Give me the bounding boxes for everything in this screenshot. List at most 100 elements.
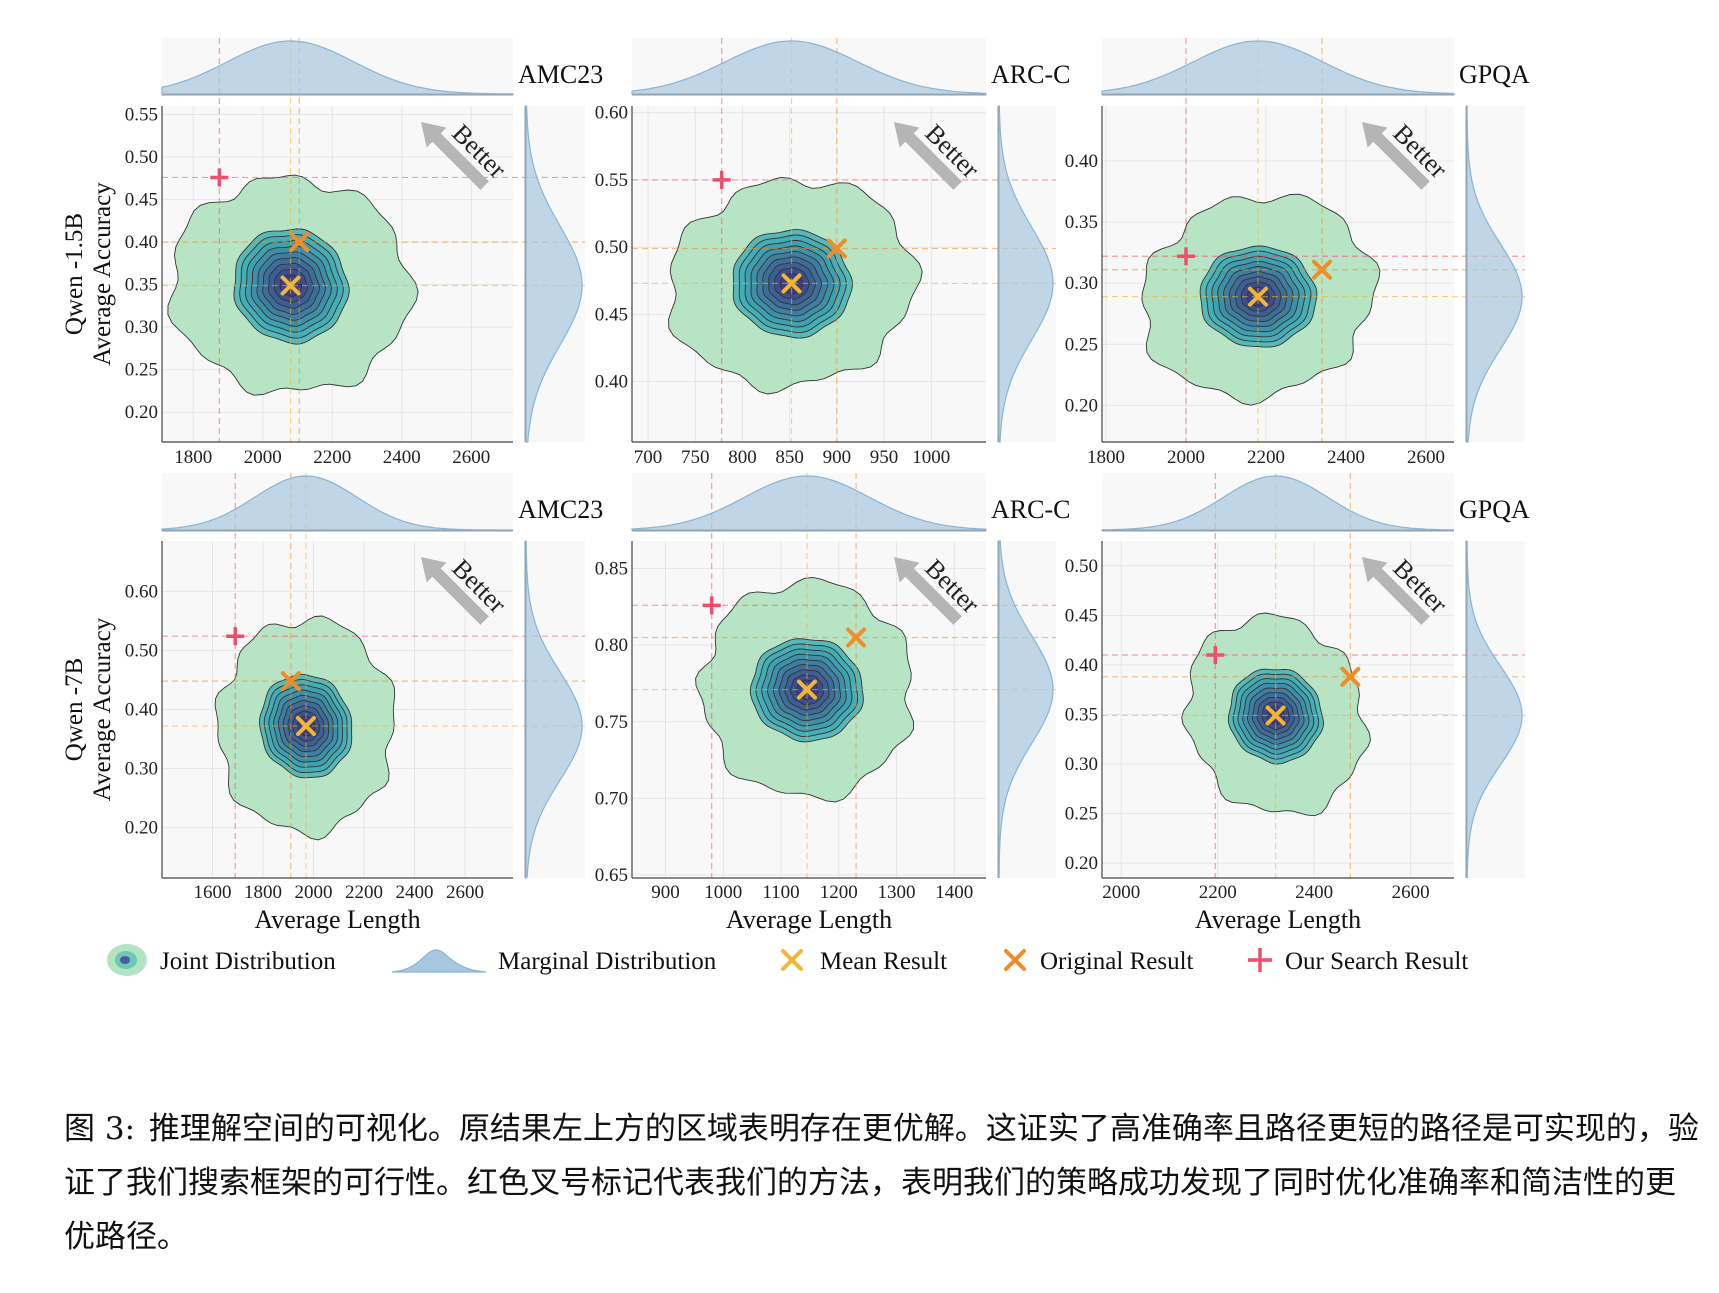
- x-tick-label: 850: [775, 447, 804, 468]
- y-tick-label: 0.50: [595, 237, 628, 258]
- y-tick-label: 0.40: [125, 700, 158, 721]
- dataset-title: AMC23: [518, 495, 603, 524]
- original-result-marker: [826, 238, 847, 259]
- y-tick-label: 0.50: [125, 147, 158, 168]
- y-axis-label: Average Accuracy: [89, 617, 116, 801]
- original-result-marker: [280, 671, 301, 692]
- y-tick-label: 0.25: [1065, 334, 1098, 355]
- y-tick-label: 0.40: [125, 232, 158, 253]
- x-tick-label: 2600: [1392, 882, 1430, 903]
- search-result-marker: [702, 596, 721, 615]
- legend-original-icon: [1004, 949, 1026, 971]
- panel-amc23-7b: 1600 1800 2000 2200 2400 2600 0.20 0.30 0.40 0.50…: [61, 473, 603, 934]
- arrow-shape: [894, 557, 962, 625]
- legend-mean-icon: [781, 949, 803, 971]
- arrow-shape: [1362, 122, 1430, 190]
- y-tick-label: 0.40: [1065, 151, 1098, 172]
- y-tick-label: 0.55: [125, 105, 158, 126]
- original-result-marker: [846, 627, 867, 648]
- mean-result-marker: [280, 275, 301, 296]
- top-marginal-density: [1101, 475, 1455, 531]
- figure: 1800 2000 2200 2400 2600 0.20 0.25 0.30 0.35 0.40…: [61, 38, 1530, 976]
- original-result-marker: [1312, 259, 1332, 280]
- legend-joint-icon: [107, 944, 147, 976]
- x-tick-label: 2600: [1407, 447, 1445, 468]
- y-tick-label: 0.20: [125, 818, 158, 839]
- arrow-shape: [894, 122, 962, 190]
- y-tick-label: 0.30: [1065, 754, 1098, 775]
- x-tick-label: 1000: [704, 882, 742, 903]
- y-tick-label: 0.45: [1065, 605, 1098, 626]
- x-tick-label: 1800: [1087, 447, 1125, 468]
- y-tick-label: 0.45: [125, 190, 158, 211]
- y-tick-label: 0.50: [1065, 556, 1098, 577]
- search-result-marker: [210, 168, 229, 187]
- x-tick-label: 2600: [452, 447, 490, 468]
- x-tick-label: 1300: [877, 882, 915, 903]
- search-result-marker: [1177, 247, 1195, 266]
- panel-amc23-1-5b: 1800 2000 2200 2400 2600 0.20 0.25 0.30 0.35 0.40…: [61, 38, 603, 468]
- right-marginal-density: [998, 540, 1054, 879]
- x-tick-label: 2000: [244, 447, 282, 468]
- x-tick-label: 1200: [820, 882, 858, 903]
- x-axis-label: Average Length: [1195, 905, 1361, 934]
- y-tick-label: 0.25: [1065, 804, 1098, 825]
- dataset-title: ARC-C: [991, 60, 1070, 89]
- x-tick-label: 1800: [174, 447, 212, 468]
- top-marginal-density: [631, 40, 987, 95]
- legend-search-label: Our Search Result: [1285, 948, 1468, 975]
- right-marginal-density: [998, 105, 1054, 443]
- x-tick-label: 2000: [1167, 447, 1205, 468]
- right-marginal-density: [1466, 105, 1523, 443]
- search-result-marker: [226, 627, 245, 646]
- legend-original-label: Original Result: [1040, 948, 1194, 975]
- y-tick-label: 0.30: [125, 317, 158, 338]
- caption-text: 推理解空间的可视化。原结果左上方的区域表明存在更优解。这证实了高准确率且路径更短…: [64, 1111, 1699, 1255]
- original-result-marker: [289, 232, 310, 253]
- x-tick-label: 2400: [383, 447, 421, 468]
- y-tick-label: 0.40: [595, 372, 628, 393]
- arrow-shape: [421, 122, 489, 190]
- top-marginal-density: [631, 475, 987, 531]
- x-tick-label: 2200: [345, 882, 383, 903]
- y-tick-label: 0.40: [1065, 655, 1098, 676]
- dataset-title: ARC-C: [991, 495, 1070, 524]
- x-tick-label: 950: [870, 447, 899, 468]
- x-tick-label: 1800: [244, 882, 282, 903]
- x-tick-label: 900: [651, 882, 680, 903]
- y-tick-label: 0.35: [125, 275, 158, 296]
- y-tick-label: 0.65: [595, 865, 628, 886]
- x-tick-label: 700: [634, 447, 663, 468]
- y-tick-label: 0.60: [125, 581, 158, 602]
- contour-group: [1181, 612, 1371, 817]
- panel-gpqa-7b: 2000 2200 2400 2600 0.20 0.25 0.30 0.35 0.40 0.45…: [1065, 473, 1530, 934]
- search-result-marker: [1206, 645, 1225, 664]
- x-tick-label: 2200: [1199, 882, 1237, 903]
- x-tick-label: 2400: [396, 882, 434, 903]
- x-tick-label: 2400: [1295, 882, 1333, 903]
- right-marginal-density: [525, 540, 583, 880]
- x-tick-label: 2200: [1247, 447, 1285, 468]
- arrow-shape: [421, 557, 489, 625]
- y-tick-label: 0.45: [595, 304, 628, 325]
- panel-arc-c-7b: 900 1000 1100 1200 1300 1400 0.65 0.70 0.75 0.80 0…: [595, 473, 1070, 934]
- legend-marginal-icon: [391, 949, 487, 973]
- x-tick-label: 1000: [912, 447, 950, 468]
- contour-group: [1141, 193, 1381, 406]
- panel-arc-c-1-5b: 700 750 800 850 900 950 1000 0.40 0.45 0.50 0.55 0.…: [595, 38, 1070, 468]
- x-tick-label: 900: [823, 447, 852, 468]
- right-marginal-density: [525, 105, 583, 443]
- x-tick-label: 1600: [194, 882, 232, 903]
- x-tick-label: 1400: [935, 882, 973, 903]
- x-tick-label: 800: [728, 447, 757, 468]
- x-tick-label: 2200: [313, 447, 351, 468]
- top-marginal-density: [161, 475, 513, 531]
- dataset-title: GPQA: [1459, 60, 1530, 89]
- y-tick-label: 0.35: [1065, 704, 1098, 725]
- y-tick-label: 0.80: [595, 635, 628, 656]
- arrow-shape: [1362, 557, 1430, 625]
- mean-result-marker: [781, 273, 802, 294]
- x-tick-label: 750: [681, 447, 710, 468]
- caption-label: 图 3:: [64, 1111, 136, 1147]
- y-tick-label: 0.75: [595, 712, 628, 733]
